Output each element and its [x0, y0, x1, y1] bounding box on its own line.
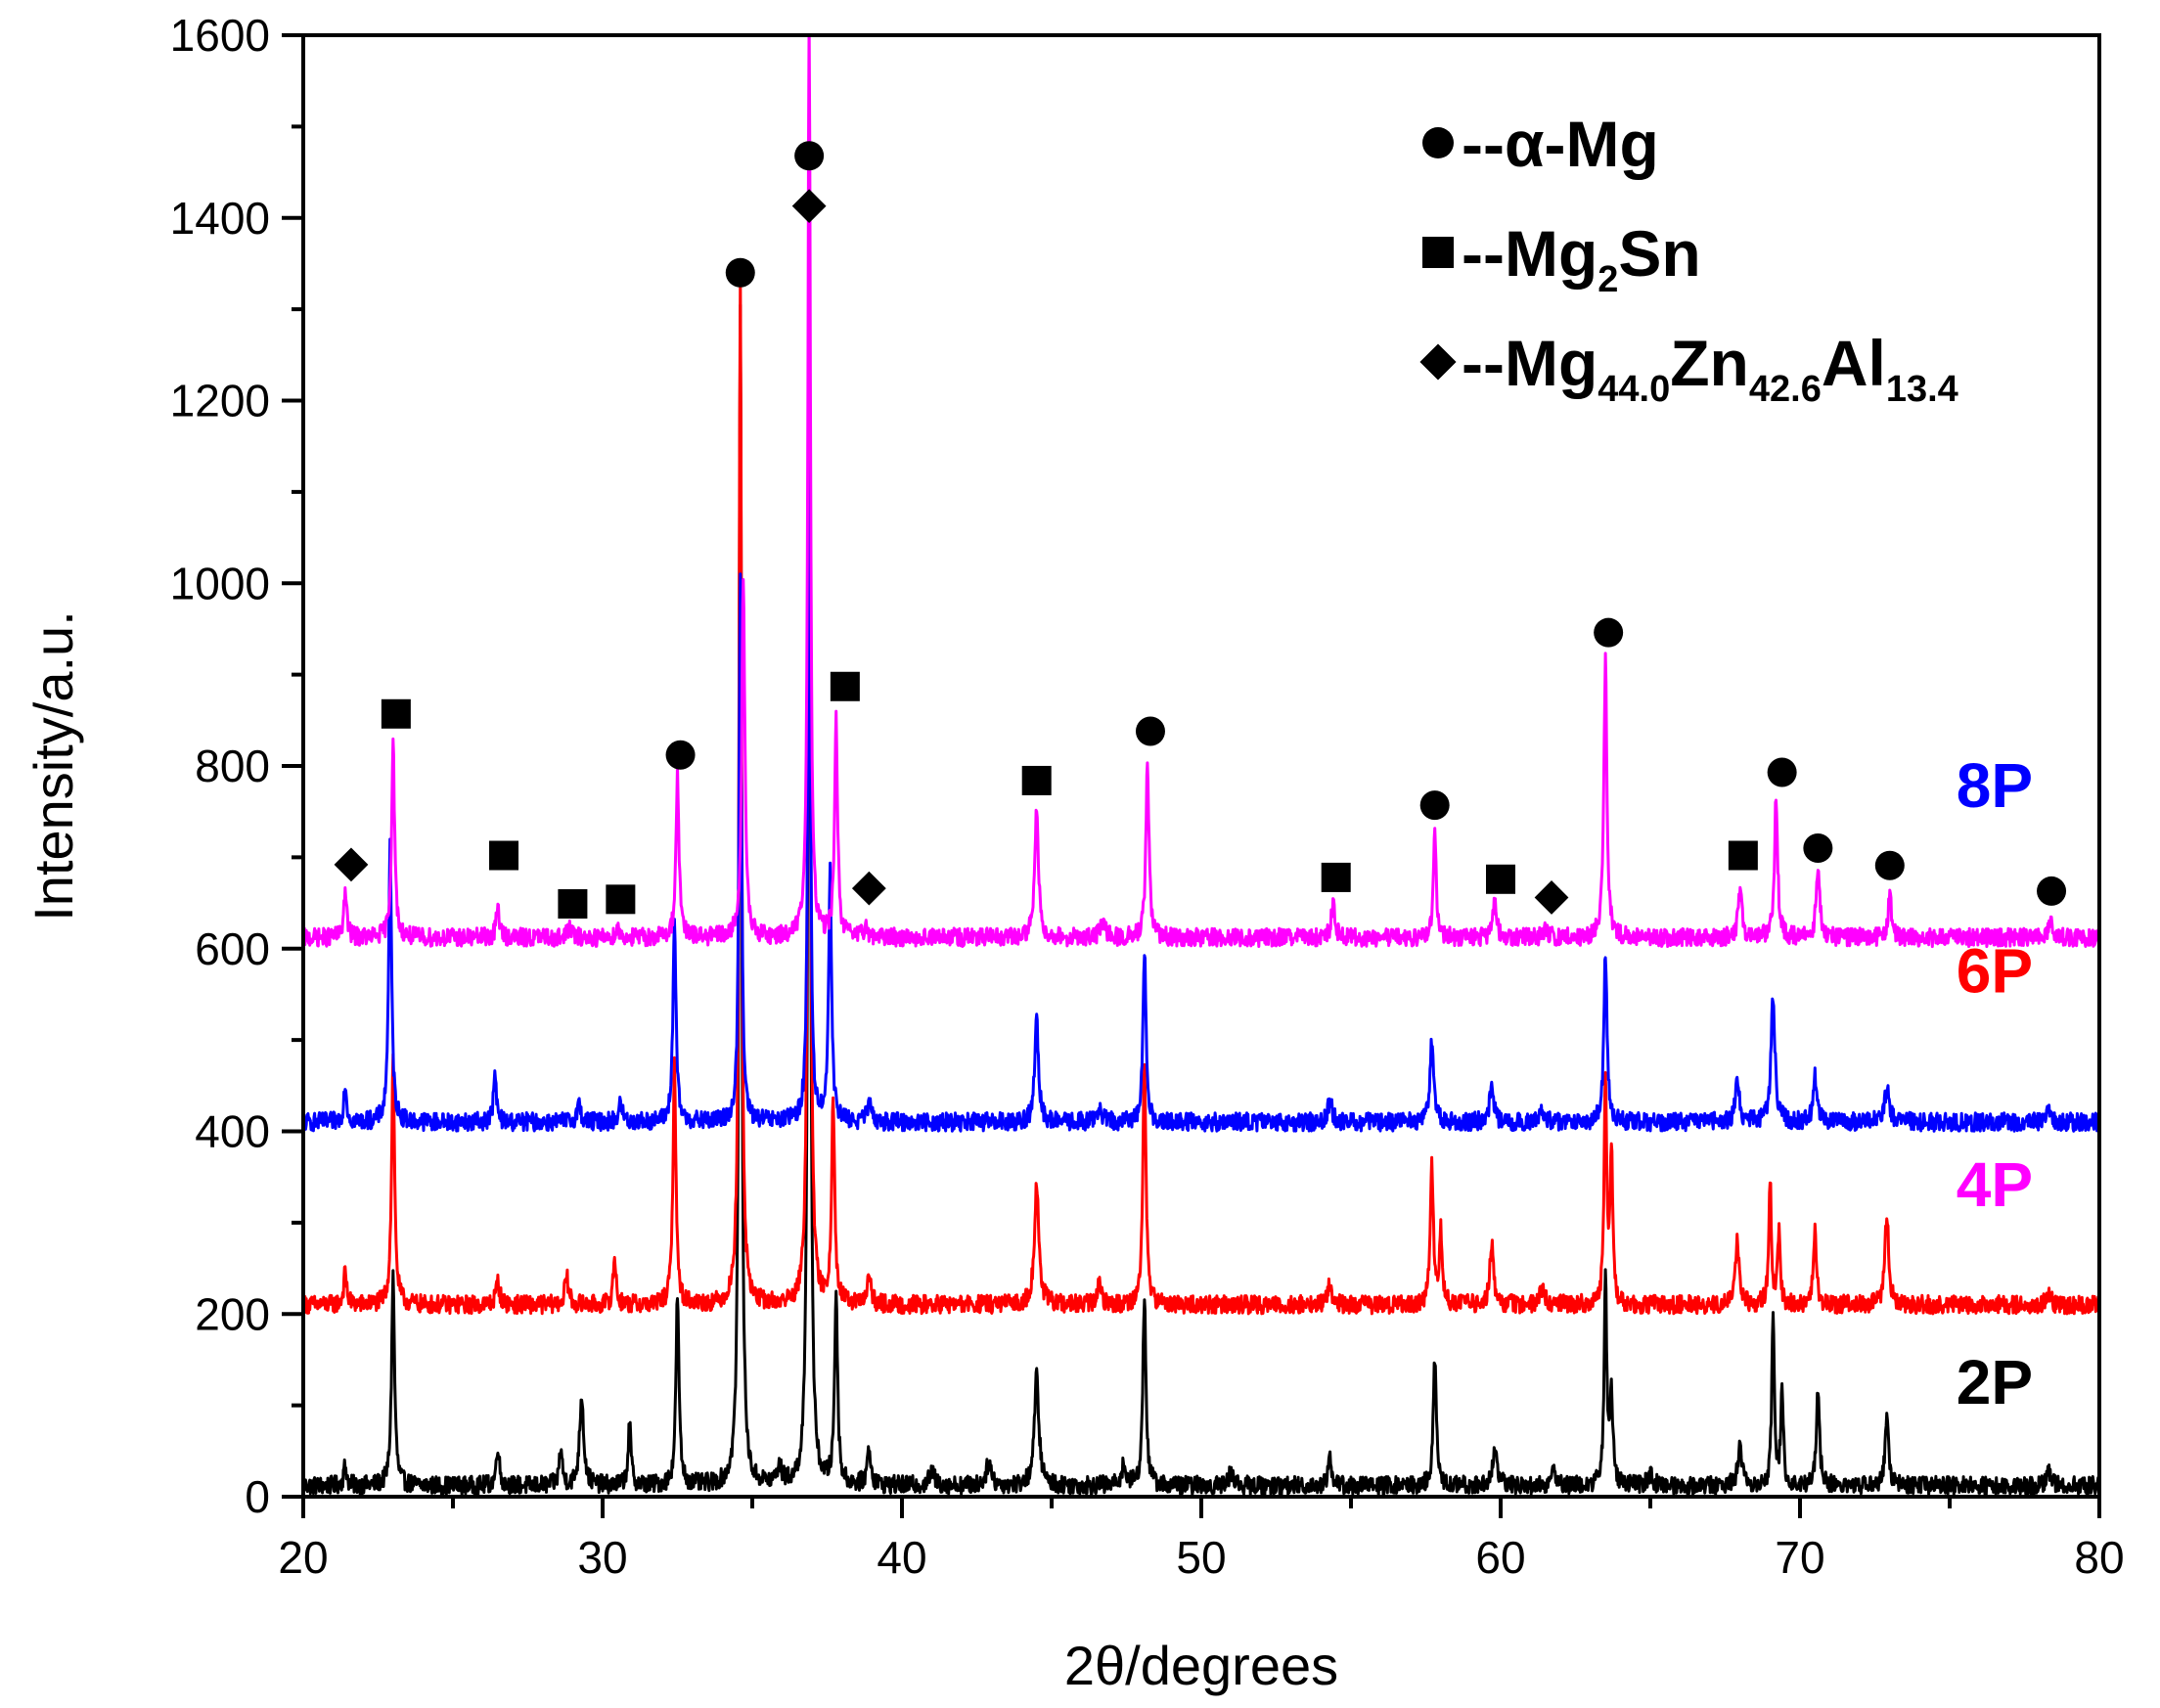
axis-layer: 20 30 40 50 60 70 8002004006008001000120014001… — [170, 10, 2125, 1583]
legend-entry-2: --Mg2Sn — [1462, 217, 1701, 300]
mg2sn-marker — [1321, 862, 1351, 892]
x-axis-title: 2θ/degrees — [1064, 1635, 1338, 1696]
phase-marker-layer — [334, 141, 2067, 919]
mg2sn-marker — [558, 888, 588, 919]
legend-entry-1: --α-Mg — [1462, 108, 1659, 180]
x-tick-label: 30 — [577, 1532, 627, 1583]
y-tick-label: 800 — [195, 741, 270, 791]
x-tick-label: 40 — [877, 1532, 926, 1583]
x-tick-label: 50 — [1176, 1532, 1226, 1583]
x-tick-label: 60 — [1475, 1532, 1525, 1583]
mg2sn-marker — [1486, 864, 1515, 894]
y-tick-label: 1600 — [170, 10, 270, 61]
mg2sn-marker — [381, 698, 411, 729]
y-axis-title: Intensity/a.u. — [22, 610, 84, 921]
y-tick-label: 200 — [195, 1288, 270, 1339]
series-line-4p — [303, 176, 2099, 1316]
y-tick-label: 1200 — [170, 376, 270, 427]
alpha-mg-marker — [794, 141, 825, 171]
legend-square-marker — [1422, 237, 1454, 268]
alpha-mg-marker — [1767, 757, 1797, 787]
mg2sn-marker — [489, 840, 519, 871]
mg44zn-marker — [334, 847, 369, 882]
alpha-mg-marker — [1874, 850, 1905, 880]
series-line-2p — [303, 200, 2099, 1497]
y-tick-label: 400 — [195, 1106, 270, 1157]
series-label-4p: 4P — [1957, 1149, 2033, 1220]
series-label-6p: 6P — [1957, 936, 2033, 1007]
mg44zn-marker — [1534, 880, 1569, 915]
mg2sn-marker — [830, 671, 860, 701]
mg44zn-marker — [791, 189, 827, 224]
legend-circle-marker — [1422, 127, 1454, 158]
y-tick-label: 0 — [245, 1471, 270, 1522]
x-tick-label: 80 — [2074, 1532, 2124, 1583]
alpha-mg-marker — [1135, 716, 1165, 746]
y-tick-label: 1400 — [170, 193, 270, 244]
mg2sn-marker — [1728, 840, 1758, 871]
series-label-layer: 8P 6P 4P 2P — [1957, 750, 2033, 1417]
alpha-mg-marker — [1803, 833, 1833, 864]
alpha-mg-marker — [1594, 617, 1624, 648]
mg2sn-marker — [606, 884, 636, 915]
y-tick-label: 1000 — [170, 558, 270, 608]
series-line-8p — [303, 35, 2099, 949]
x-tick-label: 70 — [1775, 1532, 1824, 1583]
series-layer — [303, 35, 2099, 1497]
legend-diamond-marker — [1419, 343, 1457, 381]
series-label-8p: 8P — [1957, 750, 2033, 821]
alpha-mg-marker — [1419, 790, 1450, 821]
series-line-6p — [303, 460, 2099, 1133]
mg2sn-marker — [1021, 765, 1052, 795]
alpha-mg-marker — [665, 740, 696, 770]
x-tick-label: 20 — [278, 1532, 328, 1583]
y-tick-label: 600 — [195, 923, 270, 974]
plot-frame — [301, 33, 2101, 1499]
alpha-mg-marker — [2037, 876, 2067, 906]
series-label-2p: 2P — [1957, 1347, 2033, 1417]
legend: --α-Mg --Mg2Sn --Mg44.0Zn42.6Al13.4 — [1419, 108, 1958, 410]
legend-entry-3: --Mg44.0Zn42.6Al13.4 — [1462, 327, 1958, 410]
alpha-mg-marker — [725, 257, 755, 288]
mg44zn-marker — [851, 871, 886, 906]
